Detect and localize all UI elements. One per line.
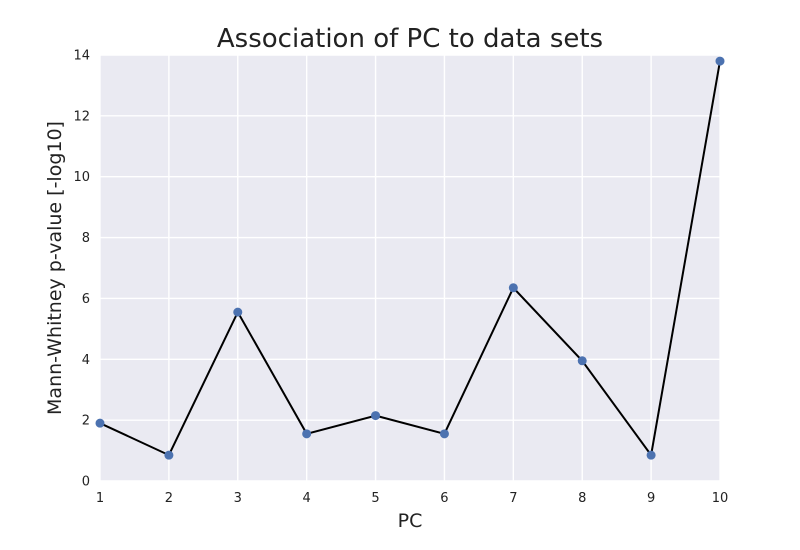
data-point [371, 411, 381, 421]
x-axis-label: PC [398, 510, 423, 532]
x-tick-label: 9 [647, 491, 655, 506]
y-tick-label: 14 [73, 49, 90, 64]
grid [99, 54, 721, 482]
data-point [439, 429, 449, 439]
x-tick-label: 10 [712, 491, 729, 506]
data-point [302, 429, 312, 439]
y-tick-label: 4 [82, 353, 90, 368]
data-point [646, 450, 656, 460]
x-tick-label: 2 [165, 491, 173, 506]
x-tick-label: 6 [440, 491, 448, 506]
y-tick-label: 10 [73, 170, 90, 185]
y-tick-label: 8 [82, 231, 90, 246]
data-point [577, 356, 587, 366]
data-point [95, 418, 105, 428]
y-axis-label: Mann-Whitney p-value [-log10] [44, 121, 66, 415]
y-tick-label: 0 [82, 475, 90, 490]
series-markers [95, 56, 725, 460]
chart-title: Association of PC to data sets [217, 24, 603, 54]
x-tick-label: 8 [578, 491, 586, 506]
y-tick-label: 12 [73, 109, 90, 124]
x-tick-label: 5 [371, 491, 379, 506]
x-tick-label: 1 [96, 491, 104, 506]
x-tick-label: 3 [234, 491, 242, 506]
x-tick-label: 4 [303, 491, 311, 506]
plot-area [100, 55, 720, 481]
data-point [715, 56, 725, 66]
y-axis-ticks: 0 2 4 6 8 10 12 14 [73, 49, 90, 490]
data-point [508, 283, 518, 293]
data-point [233, 307, 243, 317]
data-point [164, 450, 174, 460]
x-tick-label: 7 [509, 491, 517, 506]
y-tick-label: 6 [82, 292, 90, 307]
x-axis-ticks: 1 2 3 4 5 6 7 8 9 10 [96, 491, 728, 506]
y-tick-label: 2 [82, 414, 90, 429]
series-line [99, 60, 721, 458]
